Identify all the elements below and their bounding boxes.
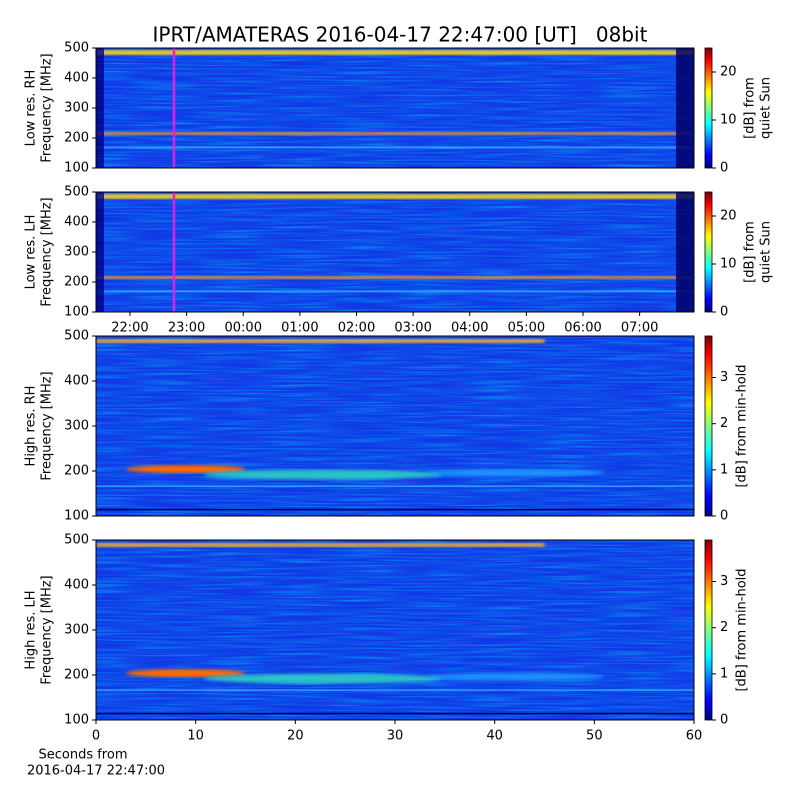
- x-tick-label: 01:00: [281, 321, 318, 336]
- x-tick-label: 06:00: [564, 321, 601, 336]
- colorbar-tick-label: 3: [720, 370, 728, 385]
- y-tick-label: 500: [64, 41, 89, 56]
- colorbar-label: [dB] from min-hold: [735, 364, 750, 487]
- burst: [125, 465, 246, 474]
- colorbar-tick-label: 2: [720, 620, 728, 635]
- y-tick-label: 400: [64, 215, 89, 230]
- y-tick-label: 100: [64, 509, 89, 524]
- colorbar-tick-label: 1: [720, 666, 728, 681]
- y-tick-label: 100: [64, 305, 89, 320]
- band: [96, 339, 545, 343]
- x-tick-label: 00:00: [225, 321, 262, 336]
- band: [96, 485, 694, 487]
- x-tick-label: 0: [92, 729, 100, 744]
- edge: [676, 192, 694, 312]
- y-axis-label: Low res. LH: [24, 215, 39, 290]
- colorbar: [704, 47, 713, 169]
- colorbar-label: [dB] from: [743, 77, 758, 139]
- band: [96, 543, 545, 547]
- band: [96, 712, 694, 715]
- edge: [676, 48, 694, 168]
- edge: [96, 192, 104, 312]
- colorbar-tick-label: 0: [720, 161, 728, 176]
- colorbar-label: quiet Sun: [759, 221, 774, 283]
- band: [96, 132, 694, 135]
- band: [96, 276, 694, 279]
- x-tick-label: 02:00: [338, 321, 375, 336]
- burst: [203, 673, 443, 684]
- x-tick-label: 60: [686, 729, 703, 744]
- x-tick-label: 22:00: [111, 321, 148, 336]
- y-tick-label: 500: [64, 185, 89, 200]
- colorbar-tick-label: 0: [720, 509, 728, 524]
- colorbar-label: [dB] from: [743, 221, 758, 283]
- band: [96, 290, 694, 293]
- band: [96, 689, 694, 691]
- figure-title: IPRT/AMATERAS 2016-04-17 22:47:00 [UT] 0…: [153, 23, 648, 47]
- y-tick-label: 200: [64, 464, 89, 479]
- x-tick-label: 07:00: [621, 321, 658, 336]
- x-tick-label: 10: [187, 729, 204, 744]
- colorbar: [704, 539, 713, 721]
- y-tick-label: 300: [64, 245, 89, 260]
- y-tick-label: 200: [64, 131, 89, 146]
- colorbar-label: quiet Sun: [759, 77, 774, 139]
- colorbar-tick-label: 10: [720, 257, 737, 272]
- x-axis-label: Seconds from: [38, 748, 127, 763]
- colorbar-tick-label: 20: [720, 209, 737, 224]
- spectrogram-texture: [96, 540, 694, 720]
- colorbar-tick-label: 1: [720, 462, 728, 477]
- colorbar-tick-label: 3: [720, 574, 728, 589]
- band: [96, 146, 694, 149]
- colorbar-tick-label: 2: [720, 416, 728, 431]
- band: [96, 194, 694, 199]
- x-tick-label: 30: [387, 729, 404, 744]
- y-axis-label: Frequency [MHz]: [40, 197, 55, 306]
- spectrogram-texture: [96, 48, 694, 168]
- x-tick-label: 40: [486, 729, 503, 744]
- x-tick-label: 20: [287, 729, 304, 744]
- band: [96, 508, 694, 511]
- y-tick-label: 500: [64, 329, 89, 344]
- x-axis-label: 2016-04-17 22:47:00: [27, 764, 165, 779]
- y-tick-label: 500: [64, 533, 89, 548]
- x-tick-label: 04:00: [451, 321, 488, 336]
- colorbar-label: [dB] from min-hold: [735, 568, 750, 691]
- y-tick-label: 300: [64, 623, 89, 638]
- y-tick-label: 400: [64, 578, 89, 593]
- spectrogram-texture: [96, 192, 694, 312]
- band: [96, 50, 694, 55]
- colorbar-tick-label: 0: [720, 713, 728, 728]
- colorbar-tick-label: 0: [720, 305, 728, 320]
- colorbar: [704, 335, 713, 517]
- y-tick-label: 300: [64, 419, 89, 434]
- colorbar: [704, 191, 713, 313]
- y-tick-label: 400: [64, 374, 89, 389]
- y-tick-label: 300: [64, 101, 89, 116]
- colorbar-tick-label: 10: [720, 113, 737, 128]
- y-tick-label: 200: [64, 668, 89, 683]
- y-axis-label: Low res. RH: [24, 70, 39, 147]
- spectrogram-texture: [96, 336, 694, 516]
- burst: [203, 469, 443, 480]
- y-tick-label: 100: [64, 713, 89, 728]
- x-tick-label: 05:00: [508, 321, 545, 336]
- x-tick-label: 23:00: [168, 321, 205, 336]
- x-tick-label: 50: [586, 729, 603, 744]
- edge: [96, 48, 104, 168]
- colorbar-tick-label: 20: [720, 65, 737, 80]
- burst: [424, 468, 605, 477]
- y-axis-label: Frequency [MHz]: [40, 371, 55, 480]
- y-axis-label: High res. RH: [24, 386, 39, 467]
- y-tick-label: 400: [64, 71, 89, 86]
- burst: [424, 672, 605, 681]
- y-tick-label: 100: [64, 161, 89, 176]
- burst: [125, 669, 246, 678]
- x-tick-label: 03:00: [394, 321, 431, 336]
- y-axis-label: Frequency [MHz]: [40, 53, 55, 162]
- y-axis-label: High res. LH: [24, 590, 39, 669]
- y-axis-label: Frequency [MHz]: [40, 575, 55, 684]
- y-tick-label: 200: [64, 275, 89, 290]
